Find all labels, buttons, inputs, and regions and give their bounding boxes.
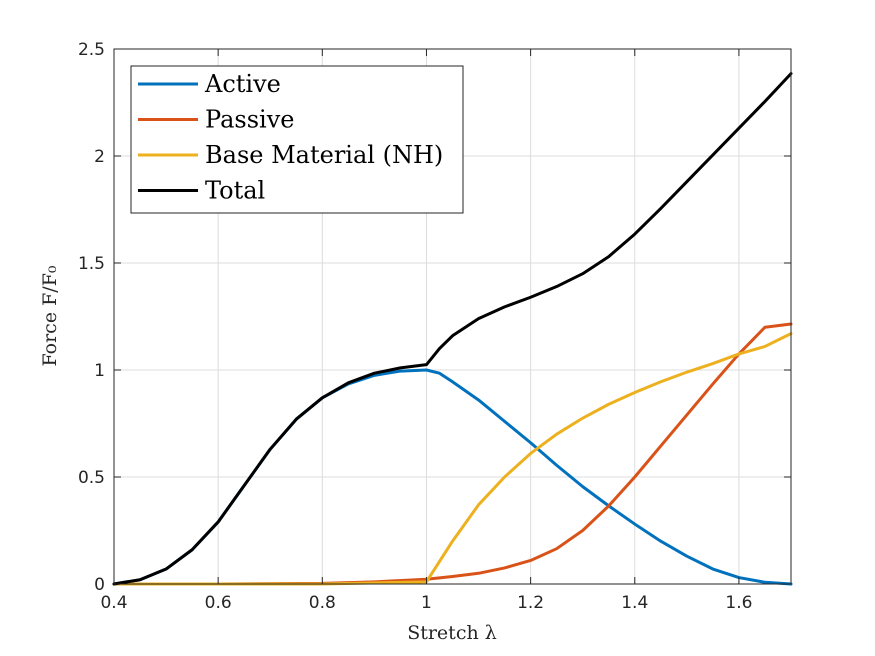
y-tick-label: 2 bbox=[94, 147, 105, 167]
y-axis-label: Force F/F₀ bbox=[39, 265, 61, 366]
y-tick-label: 1 bbox=[94, 361, 105, 381]
legend-label-base-material-nh: Base Material (NH) bbox=[205, 141, 443, 169]
series-lines bbox=[112, 72, 793, 586]
y-tick-label: 1.5 bbox=[78, 254, 105, 274]
y-tick-label: 0.5 bbox=[78, 468, 105, 488]
series-line-base-material-nh bbox=[112, 332, 793, 586]
x-tick-labels: 0.4 0.6 0.8 1 1.2 1.4 1.6 bbox=[100, 593, 752, 613]
legend-label-active: Active bbox=[204, 70, 281, 98]
y-tick-labels: 0 0.5 1 1.5 2 2.5 bbox=[78, 40, 105, 595]
legend-label-total: Total bbox=[205, 177, 265, 205]
x-tick-label: 1.6 bbox=[725, 593, 752, 613]
x-tick-label: 0.6 bbox=[205, 593, 232, 613]
series-line-total bbox=[112, 72, 793, 586]
axis-ticks bbox=[113, 48, 791, 585]
x-tick-label: 1.4 bbox=[621, 593, 648, 613]
plot-frame bbox=[113, 48, 792, 585]
x-tick-label: 0.4 bbox=[100, 593, 127, 613]
x-tick-label: 1 bbox=[421, 593, 432, 613]
y-tick-label: 0 bbox=[94, 575, 105, 595]
legend-box bbox=[130, 65, 464, 214]
legend-label-passive: Passive bbox=[205, 106, 294, 134]
x-axis-label: Stretch λ bbox=[407, 622, 497, 644]
legend: Active Passive Base Material (NH) Total bbox=[130, 65, 464, 214]
x-tick-label: 1.2 bbox=[517, 593, 544, 613]
x-tick-label: 0.8 bbox=[309, 593, 336, 613]
y-tick-label: 2.5 bbox=[78, 40, 105, 60]
